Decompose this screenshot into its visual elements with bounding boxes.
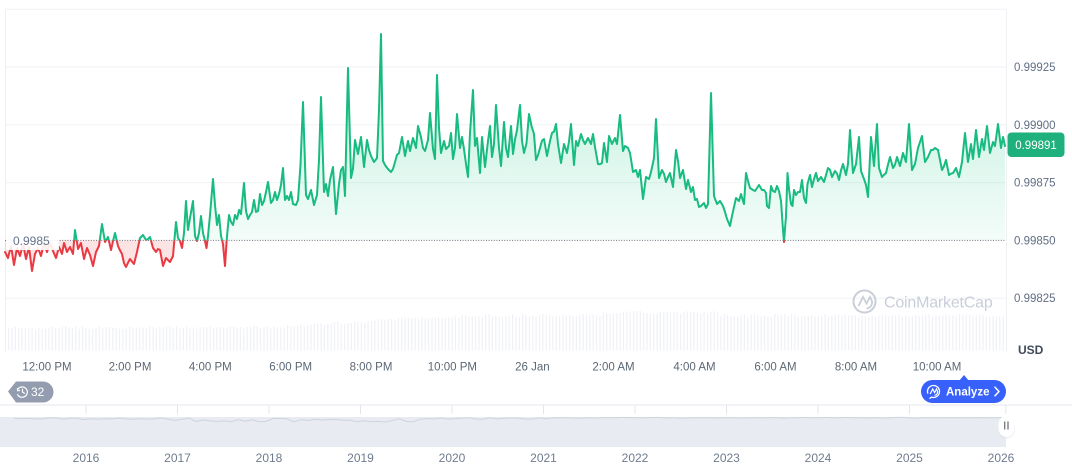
svg-text:10:00 PM: 10:00 PM — [428, 362, 477, 374]
svg-text:4:00 AM: 4:00 AM — [673, 362, 715, 374]
svg-text:0.99825: 0.99825 — [1014, 293, 1056, 305]
svg-text:0.99900: 0.99900 — [1014, 120, 1056, 132]
svg-text:4:00 PM: 4:00 PM — [189, 362, 232, 374]
svg-text:2021: 2021 — [530, 451, 557, 465]
svg-text:8:00 AM: 8:00 AM — [835, 362, 877, 374]
svg-text:0.99850: 0.99850 — [1014, 235, 1056, 247]
svg-text:0.9985: 0.9985 — [13, 234, 50, 248]
svg-text:2023: 2023 — [713, 451, 740, 465]
svg-text:0.99875: 0.99875 — [1014, 178, 1056, 190]
svg-text:CoinMarketCap: CoinMarketCap — [884, 295, 993, 312]
svg-text:32: 32 — [31, 385, 45, 399]
svg-text:2017: 2017 — [164, 451, 191, 465]
svg-text:2020: 2020 — [439, 451, 466, 465]
svg-text:26 Jan: 26 Jan — [515, 362, 550, 374]
svg-text:12:00 PM: 12:00 PM — [22, 362, 71, 374]
svg-text:2025: 2025 — [896, 451, 923, 465]
svg-text:2:00 PM: 2:00 PM — [109, 362, 152, 374]
svg-text:10:00 AM: 10:00 AM — [913, 362, 962, 374]
svg-text:6:00 AM: 6:00 AM — [754, 362, 796, 374]
svg-text:Analyze: Analyze — [946, 387, 989, 399]
svg-text:8:00 PM: 8:00 PM — [350, 362, 393, 374]
svg-text:2024: 2024 — [805, 451, 832, 465]
svg-text:2019: 2019 — [347, 451, 374, 465]
svg-text:2016: 2016 — [73, 451, 100, 465]
svg-text:0.99925: 0.99925 — [1014, 62, 1056, 74]
svg-text:0.99891: 0.99891 — [1015, 140, 1057, 152]
svg-text:2026: 2026 — [988, 451, 1015, 465]
svg-text:2:00 AM: 2:00 AM — [592, 362, 634, 374]
svg-text:USD: USD — [1018, 343, 1044, 357]
svg-text:2022: 2022 — [622, 451, 649, 465]
svg-text:6:00 PM: 6:00 PM — [269, 362, 312, 374]
svg-text:2018: 2018 — [256, 451, 283, 465]
